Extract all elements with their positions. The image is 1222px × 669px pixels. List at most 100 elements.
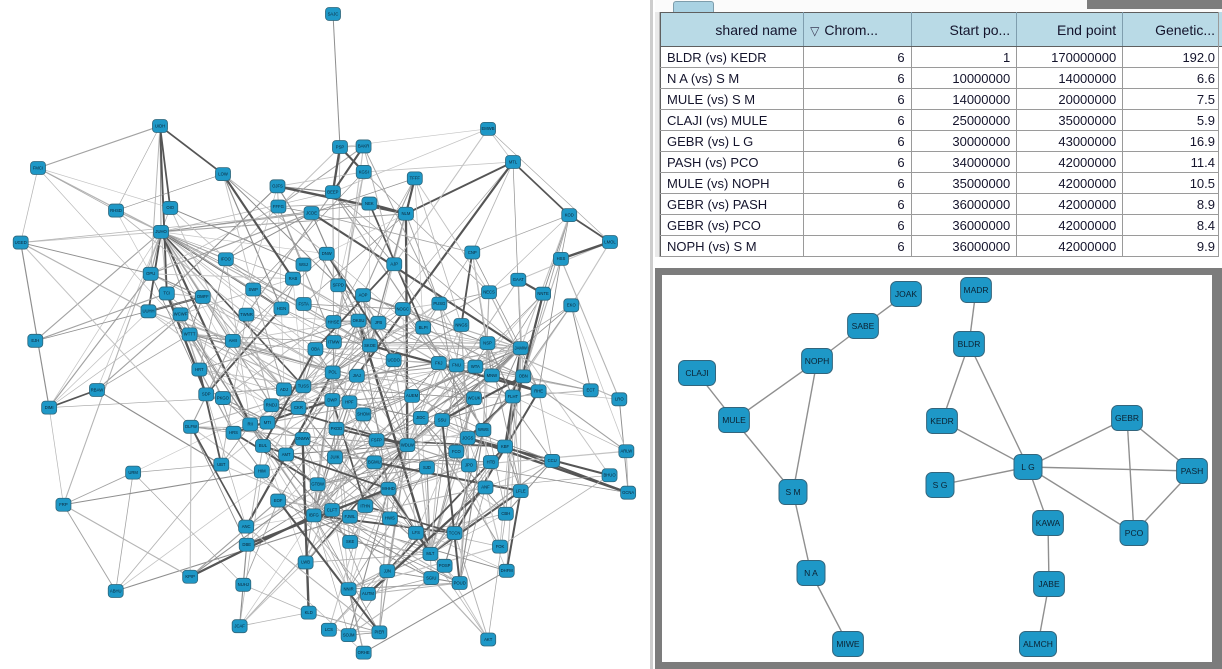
- column-header-genetic[interactable]: Genetic...: [1122, 12, 1222, 47]
- network-node[interactable]: PIER: [371, 625, 388, 640]
- network-edge[interactable]: [468, 465, 629, 494]
- network-edge[interactable]: [487, 343, 522, 492]
- network-edge[interactable]: [406, 362, 440, 446]
- filter-icon[interactable]: ▽: [810, 23, 820, 38]
- network-node[interactable]: LFLE: [512, 484, 529, 499]
- network-edge[interactable]: [96, 334, 190, 391]
- network-node[interactable]: SFPD: [330, 278, 347, 293]
- network-edge[interactable]: [305, 414, 364, 563]
- network-node[interactable]: AHII: [224, 333, 241, 348]
- network-edge[interactable]: [328, 532, 417, 631]
- network-edge[interactable]: [246, 515, 314, 527]
- network-node[interactable]: KOD: [561, 208, 578, 223]
- network-node[interactable]: NNIR: [340, 582, 357, 596]
- table-cell[interactable]: CLAJI (vs) MULE: [660, 109, 805, 131]
- network-node[interactable]: SJD: [419, 460, 435, 475]
- network-edge[interactable]: [625, 451, 629, 493]
- network-edge[interactable]: [317, 399, 333, 485]
- network-edge-LG-GEBR[interactable]: [1027, 417, 1128, 468]
- network-node[interactable]: UCDO: [385, 353, 402, 368]
- network-edge[interactable]: [487, 128, 611, 243]
- network-edge[interactable]: [277, 206, 335, 343]
- network-node[interactable]: FFFG: [270, 199, 287, 214]
- network-edge[interactable]: [411, 347, 521, 397]
- network-node[interactable]: OMFF: [194, 290, 211, 304]
- table-cell[interactable]: 9.9: [1122, 235, 1222, 257]
- network-node[interactable]: JJN: [379, 564, 396, 579]
- network-node[interactable]: BAKR: [355, 139, 372, 154]
- network-node[interactable]: JCAF: [231, 619, 248, 634]
- table-cell[interactable]: 14000000: [911, 88, 1018, 110]
- network-node[interactable]: FKJ: [430, 356, 447, 370]
- network-edge[interactable]: [355, 161, 514, 377]
- network-node[interactable]: IFOO: [217, 252, 234, 267]
- network-node[interactable]: NECS: [481, 285, 497, 300]
- network-node[interactable]: POUD: [451, 576, 468, 590]
- network-edge[interactable]: [277, 499, 381, 633]
- network-edge[interactable]: [363, 146, 440, 304]
- table-cell[interactable]: 14000000: [1016, 67, 1124, 89]
- table-cell[interactable]: 6: [803, 109, 912, 131]
- network-edge[interactable]: [405, 213, 440, 304]
- network-edge[interactable]: [48, 389, 98, 409]
- network-edge[interactable]: [560, 258, 620, 400]
- network-node-SM[interactable]: S M: [778, 479, 808, 505]
- network-node[interactable]: NNGS: [453, 318, 470, 332]
- network-edge[interactable]: [190, 426, 247, 528]
- network-edge[interactable]: [277, 185, 407, 215]
- network-edge[interactable]: [348, 532, 455, 590]
- network-node[interactable]: NLM: [398, 206, 414, 221]
- network-node[interactable]: BGMU: [366, 455, 383, 470]
- network-node-MIWE[interactable]: MIWE: [832, 631, 864, 657]
- network-edge[interactable]: [491, 375, 553, 462]
- network-edge[interactable]: [334, 397, 475, 458]
- table-cell[interactable]: 42000000: [1016, 151, 1124, 173]
- network-edge[interactable]: [414, 178, 424, 328]
- network-node[interactable]: OJFS: [269, 179, 286, 194]
- table-cell[interactable]: NOPH (vs) S M: [660, 235, 805, 257]
- network-edge[interactable]: [161, 213, 406, 233]
- network-edge[interactable]: [298, 401, 350, 409]
- network-edge[interactable]: [150, 206, 279, 275]
- network-node[interactable]: BUL: [255, 438, 271, 453]
- network-edge[interactable]: [161, 231, 327, 255]
- table-row[interactable]: GEBR (vs) PCO 6 36000000 42000000 8.4: [660, 214, 1222, 236]
- network-edge[interactable]: [115, 516, 351, 592]
- network-edge[interactable]: [444, 429, 484, 566]
- network-edge-NOPH-SM[interactable]: [792, 360, 818, 493]
- network-edge[interactable]: [560, 215, 570, 259]
- network-edge[interactable]: [415, 398, 475, 533]
- network-edge[interactable]: [222, 173, 254, 290]
- network-edge[interactable]: [337, 171, 365, 286]
- network-edge[interactable]: [159, 125, 172, 209]
- network-edge[interactable]: [389, 445, 408, 519]
- network-node-MADR[interactable]: MADR: [960, 277, 992, 303]
- network-edge[interactable]: [303, 303, 403, 310]
- network-edge[interactable]: [115, 210, 151, 274]
- network-edge[interactable]: [198, 369, 223, 465]
- network-node[interactable]: CNP: [464, 245, 481, 260]
- network-node[interactable]: SSU: [434, 413, 451, 427]
- network-edge[interactable]: [239, 612, 309, 627]
- network-node[interactable]: SGIU: [423, 571, 440, 585]
- network-node-JOAK[interactable]: JOAK: [890, 281, 922, 307]
- network-edge[interactable]: [369, 303, 440, 346]
- main-network-canvas[interactable]: SAJC PSP UIDH FMCI MTL LMOL JUIK RII SKE AUEM AMT S…: [0, 0, 650, 669]
- network-edge[interactable]: [348, 546, 501, 590]
- network-edge[interactable]: [189, 426, 192, 577]
- network-node[interactable]: HIM: [253, 464, 270, 479]
- network-node[interactable]: ANC: [238, 519, 255, 534]
- network-node-CLAJI[interactable]: CLAJI: [678, 360, 716, 386]
- network-node[interactable]: DLFW: [183, 419, 199, 434]
- network-node-PCO[interactable]: PCO: [1119, 520, 1149, 546]
- network-node[interactable]: TWNR: [238, 307, 255, 322]
- network-edge[interactable]: [37, 167, 117, 211]
- network-node[interactable]: PKGO: [214, 391, 231, 405]
- network-edge[interactable]: [20, 242, 50, 408]
- network-node[interactable]: PSP: [332, 140, 348, 154]
- network-node[interactable]: KGSI: [355, 165, 372, 179]
- table-tab-fragment[interactable]: [673, 1, 714, 13]
- network-edge[interactable]: [348, 488, 390, 636]
- panel-divider[interactable]: [650, 0, 653, 669]
- network-edge[interactable]: [245, 314, 272, 406]
